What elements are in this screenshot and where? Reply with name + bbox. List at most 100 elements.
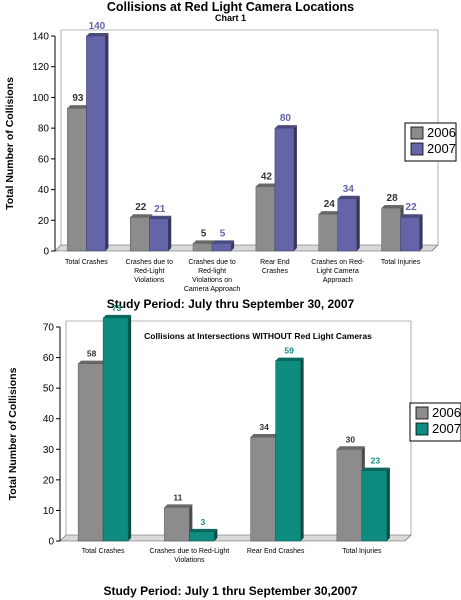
chart2-bar-2007: [361, 470, 388, 542]
chart2-bar-side: [300, 357, 304, 541]
chart1-bar-top: [318, 211, 341, 215]
chart1-bar-top: [274, 125, 297, 129]
chart1-bar-top: [86, 33, 109, 36]
chart2-category-label: Crashes due to Red-Light: [149, 548, 229, 555]
chart1-y-tick-label: 0: [43, 247, 49, 258]
chart2-data-label: 59: [284, 346, 294, 356]
chart2-bar-2007: [189, 531, 215, 542]
chart1-bar-2006: [130, 216, 150, 252]
chart1-bar-2006: [381, 207, 401, 252]
chart1-bar-top: [130, 214, 153, 218]
chart2-y-tick-label: 70: [43, 323, 55, 334]
chart1-bar-top: [337, 195, 360, 199]
chart1-bar-side: [168, 215, 172, 251]
chart2-bar-2007: [102, 317, 129, 542]
chart2-bar-2007: [275, 360, 301, 542]
chart2-data-label: 11: [173, 492, 182, 502]
chart1-bar-side: [105, 33, 109, 251]
chart1-bar-top: [212, 240, 235, 244]
chart1-category-label: Violations on: [192, 277, 232, 284]
chart2-bar-side: [386, 467, 390, 541]
chart1-data-label: 21: [154, 204, 166, 215]
chart1-category-label: Crashes: [262, 268, 289, 275]
chart1-category-label: Crashes due to: [188, 259, 236, 266]
chart1-study-period: Study Period: July thru September 30, 20…: [106, 297, 355, 311]
chart1-category-label: Light Camera: [317, 268, 359, 275]
chart1-bar-2006: [192, 243, 213, 252]
chart2-y-tick-label: 30: [43, 445, 55, 456]
chart1-bar-2007: [149, 218, 169, 252]
chart2-data-label: 73: [112, 303, 122, 313]
chart2-bar-top: [164, 504, 193, 508]
chart1-bar-2006: [318, 213, 338, 252]
chart2-y-tick-label: 40: [43, 414, 55, 425]
chart1-category-label: Crashes due to: [126, 259, 174, 266]
chart2-bar-top: [250, 434, 279, 438]
chart1-bar-2007: [400, 216, 420, 252]
chart1-bar-side: [231, 240, 235, 251]
chart1-data-label: 140: [89, 21, 106, 32]
chart2-study-period: Study Period: July 1 thru September 30,2…: [103, 584, 358, 598]
chart2-y-tick-label: 60: [43, 353, 55, 364]
chart2-bar-side: [214, 528, 218, 541]
chart2-y-tick-label: 0: [48, 537, 54, 548]
chart1-bar-2006: [67, 107, 87, 252]
chart1-bar-top: [67, 105, 90, 109]
chart1-bar-2007: [86, 35, 106, 252]
chart1-bar-2007: [337, 198, 357, 252]
chart1-y-tick-label: 100: [32, 93, 49, 104]
chart1-y-tick-label: 60: [38, 154, 50, 165]
chart1-bar-top: [149, 215, 172, 219]
chart1-bar-top: [400, 214, 423, 218]
chart1-legend-label: 2006: [427, 125, 456, 140]
chart1-data-label: 22: [406, 202, 418, 213]
chart2-bar-top: [275, 357, 304, 361]
chart1-data-label: 22: [135, 202, 147, 213]
chart2-bar-side: [128, 314, 132, 541]
chart1-data-label: 93: [72, 93, 84, 104]
chart2-data-label: 34: [259, 422, 269, 432]
chart1-category-label: Rear End: [260, 259, 290, 266]
chart2-data-label: 58: [87, 349, 97, 359]
chart1-subtitle: Chart 1: [214, 13, 246, 23]
chart1-bar-side: [293, 125, 297, 251]
chart2-inner-title: Collisions at Intersections WITHOUT Red …: [144, 331, 372, 341]
chart2-y-axis-label: Total Number of Collisions: [7, 367, 19, 500]
chart2-category-label: Rear End Crashes: [247, 548, 305, 555]
chart1-bar-top: [255, 183, 278, 187]
chart1-category-label: Violations: [134, 277, 165, 284]
chart2-bar-top: [336, 446, 365, 450]
chart2-bar-2006: [164, 507, 190, 542]
chart2-data-label: 3: [201, 517, 206, 527]
chart1-category-label: Total Injuries: [381, 259, 421, 266]
chart1-category-label: Camera Approach: [184, 286, 241, 293]
chart1-category-label: Red-Light: [134, 268, 164, 275]
chart2-category-label: Total Crashes: [82, 548, 125, 555]
chart1-category-label: Approach: [323, 277, 353, 284]
chart1-legend-swatch-2007: [410, 142, 424, 156]
chart1-category-label: Crashes on Red-: [311, 259, 365, 266]
chart1-bar-2007: [211, 243, 232, 252]
chart1-bar-top: [193, 240, 216, 244]
chart2-bar-2006: [336, 449, 363, 542]
chart2-legend-label: 2006: [432, 405, 461, 420]
chart1-y-tick-label: 80: [38, 124, 50, 135]
chart1-bar-top: [381, 205, 404, 208]
chart2-legend-label: 2007: [432, 421, 461, 436]
chart1: 0 20 40 60 80 100 120 140 Total Number of Collis…: [4, 21, 457, 293]
chart1-y-tick-label: 140: [32, 32, 49, 43]
chart1-data-label: 24: [324, 199, 336, 210]
chart2-y-tick-label: 50: [43, 384, 55, 395]
chart1-y-tick-label: 20: [38, 216, 50, 227]
chart1-floor: [54, 244, 439, 252]
chart2-data-label: 23: [371, 456, 381, 466]
chart1-bar-side: [356, 195, 360, 251]
chart1-data-label: 42: [261, 172, 273, 183]
chart1-data-label: 28: [387, 193, 399, 204]
chart1-legend-label: 2007: [427, 141, 456, 156]
chart1-data-label: 80: [280, 113, 292, 124]
chart2-legend-swatch-2007: [415, 422, 429, 436]
chart1-title: Collisions at Red Light Camera Locations: [106, 0, 355, 14]
chart2-bar-top: [361, 467, 390, 471]
chart2: 0 10 20 30 40 50 60 70 Total Number of Collision…: [7, 303, 461, 564]
